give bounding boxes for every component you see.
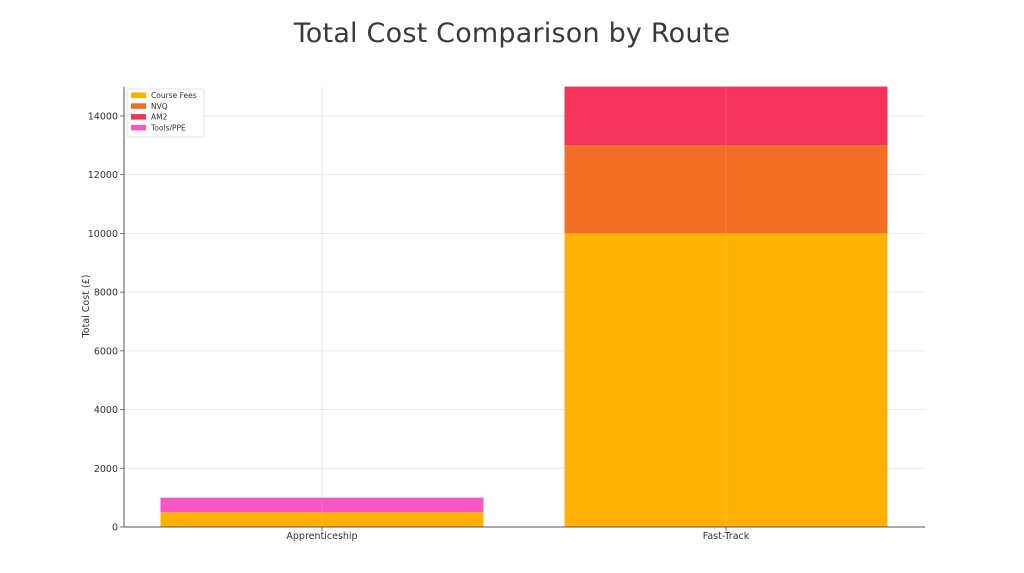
legend-item: AM2 xyxy=(131,113,168,122)
y-axis-ticks: 0 2000 4000 6000 8000 10000 12000 14000 xyxy=(88,111,124,534)
bar-segment-course-fees xyxy=(160,512,484,527)
y-tick-label: 14000 xyxy=(88,111,118,122)
legend-item: NVQ xyxy=(131,102,168,111)
bar-segment-am2 xyxy=(564,86,888,146)
bar-segment-tools-ppe xyxy=(160,497,484,513)
y-tick-label: 2000 xyxy=(94,464,118,475)
legend-item: Tools/PPE xyxy=(131,123,186,132)
y-tick-label: 12000 xyxy=(88,170,118,181)
legend-swatch xyxy=(131,92,146,98)
y-axis-label: Total Cost (£) xyxy=(81,275,92,339)
axes xyxy=(123,86,925,528)
legend-label: Course Fees xyxy=(151,91,197,100)
bar-segment-course-fees xyxy=(564,233,888,527)
y-tick-label: 10000 xyxy=(88,229,118,240)
y-tick-label: 4000 xyxy=(94,405,118,416)
legend-item: Course Fees xyxy=(131,91,197,100)
bar-segment-nvq xyxy=(564,145,888,234)
legend-label: NVQ xyxy=(151,102,168,111)
x-tick-label: Apprenticeship xyxy=(286,531,357,542)
legend-swatch xyxy=(131,103,146,109)
y-tick-label: 0 xyxy=(112,523,118,534)
legend-box xyxy=(126,88,205,138)
x-axis-ticks: Apprenticeship Fast-Track xyxy=(286,527,750,542)
legend-label: AM2 xyxy=(151,113,168,122)
bar-stack-apprenticeship xyxy=(160,497,484,527)
legend-swatch xyxy=(131,124,146,131)
chart-title: Total Cost Comparison by Route xyxy=(293,18,731,49)
y-tick-label: 8000 xyxy=(94,288,118,299)
legend-label: Tools/PPE xyxy=(150,123,186,132)
legend-swatch xyxy=(131,114,146,120)
y-tick-label: 6000 xyxy=(94,346,118,357)
bar-stack-fast-track xyxy=(564,86,888,527)
x-tick-label: Fast-Track xyxy=(703,531,750,542)
bars xyxy=(160,86,888,527)
